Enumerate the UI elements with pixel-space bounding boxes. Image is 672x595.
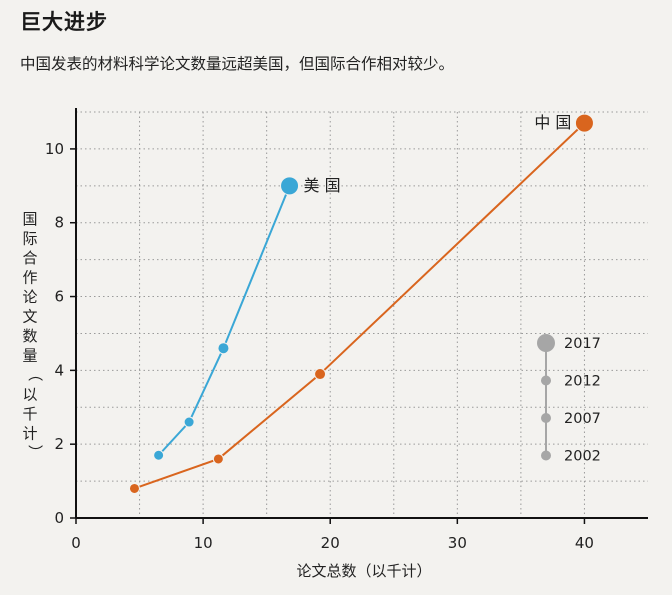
data-point-2007 — [183, 416, 195, 428]
grid-lines — [76, 111, 648, 518]
legend-label-2002: 2002 — [564, 449, 601, 465]
legend-label-2007: 2007 — [564, 411, 601, 427]
data-point-2002 — [128, 482, 140, 494]
data-point-2017 — [280, 176, 300, 196]
series-layer: 美 国 中 国 — [128, 113, 594, 494]
y-axis-title-char: 千 — [22, 405, 37, 423]
y-tick-label: 10 — [45, 140, 64, 158]
legend-marker-2017 — [537, 334, 555, 352]
x-axis-title: 论文总数（以千计） — [296, 562, 431, 580]
y-axis-title-char: 量 — [22, 347, 37, 365]
data-point-2012 — [314, 368, 327, 381]
x-tick-label: 20 — [321, 534, 340, 552]
y-tick-label: 0 — [54, 509, 64, 527]
y-tick-label: 4 — [54, 361, 64, 379]
axes: 0 10 20 30 40 0 2 4 6 8 10 — [45, 108, 648, 552]
legend-label-2012: 2012 — [564, 374, 601, 390]
data-point-2007 — [212, 453, 224, 465]
x-tick-label: 10 — [194, 534, 213, 552]
y-axis-title-char: 合 — [22, 249, 37, 267]
data-point-2002 — [153, 449, 165, 461]
y-axis-title-char: 数 — [22, 327, 37, 345]
series-label: 中 国 — [534, 113, 571, 132]
year-legend: 2017 2012 2007 2002 — [537, 334, 601, 465]
y-axis-title-char: 以 — [22, 386, 37, 404]
x-tick-label: 30 — [448, 534, 467, 552]
y-axis-title-char: 作 — [22, 269, 37, 287]
x-tick-label: 40 — [575, 534, 594, 552]
y-axis-title-char: 文 — [22, 308, 37, 326]
legend-marker-2007 — [541, 413, 551, 423]
y-axis-title-char: ） — [26, 444, 44, 459]
y-tick-label: 6 — [54, 288, 64, 306]
y-axis-title-char: 论 — [22, 288, 37, 306]
y-axis-title-char: （ — [26, 366, 44, 381]
legend-marker-2012 — [541, 375, 551, 386]
x-tick-label: 0 — [71, 534, 81, 552]
y-axis-title-char: 计 — [22, 425, 37, 443]
page-subtitle: 中国发表的材料科学论文数量远超美国，但国际合作相对较少。 — [20, 55, 455, 73]
series-label: 美 国 — [304, 176, 341, 195]
series-china: 中 国 — [128, 113, 594, 494]
page-title: 巨大进步 — [20, 10, 108, 34]
y-axis-title-char: 国 — [22, 210, 37, 228]
y-tick-label: 8 — [54, 214, 64, 232]
series-line — [157, 185, 291, 456]
data-point-2017 — [574, 113, 594, 133]
series-usa: 美 国 — [153, 176, 341, 461]
series-line — [134, 122, 586, 490]
legend-marker-2002 — [541, 450, 551, 461]
legend-label-2017: 2017 — [564, 336, 601, 352]
y-axis-title-char: 际 — [22, 230, 37, 248]
y-tick-label: 2 — [54, 435, 64, 453]
data-point-2012 — [217, 342, 230, 355]
